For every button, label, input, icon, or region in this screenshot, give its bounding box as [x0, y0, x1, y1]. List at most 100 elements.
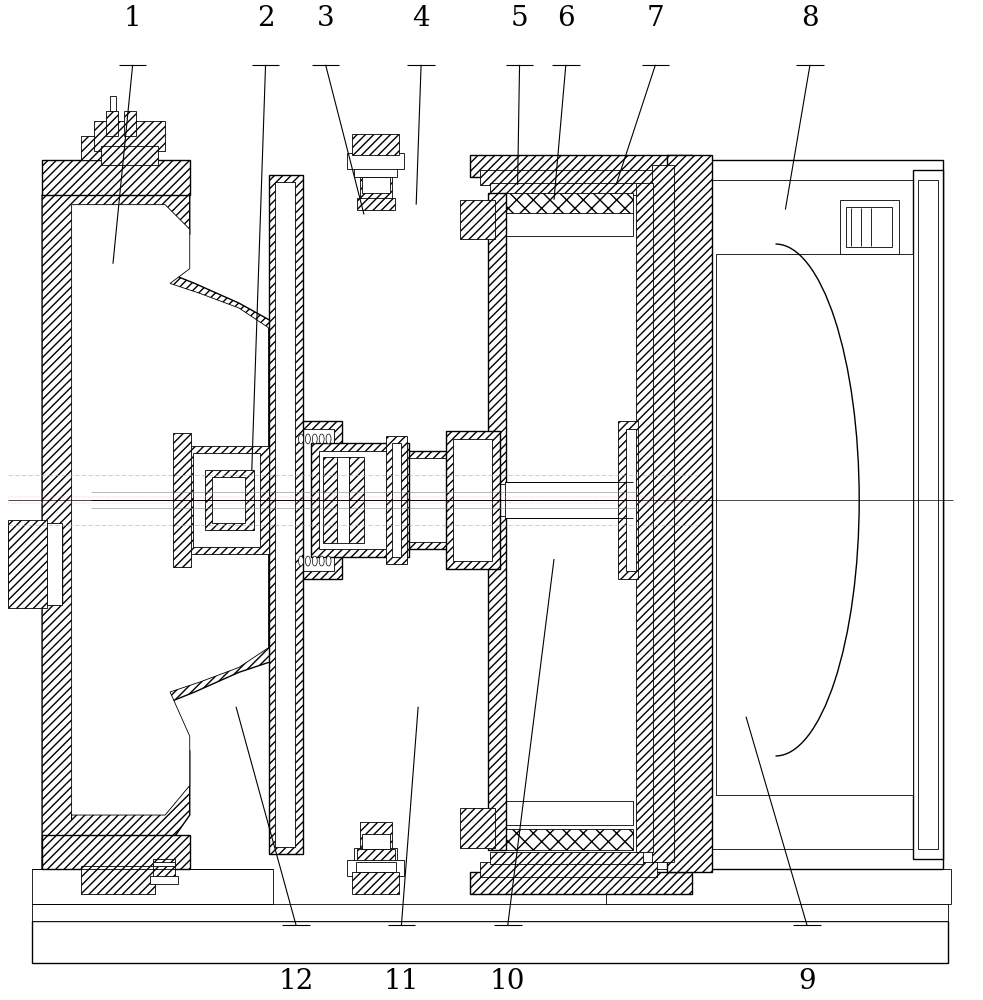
Bar	[153, 862, 175, 866]
Bar	[150, 876, 178, 884]
Bar	[846, 207, 892, 247]
Bar	[288, 421, 342, 579]
Text: 3: 3	[317, 5, 334, 32]
Bar	[91, 484, 638, 516]
Bar	[618, 421, 638, 579]
Bar	[356, 862, 395, 872]
Bar	[32, 904, 948, 921]
Bar	[490, 829, 633, 850]
Bar	[490, 183, 643, 195]
Bar	[101, 146, 158, 165]
Bar	[445, 431, 500, 569]
Bar	[124, 111, 136, 136]
Bar	[173, 433, 191, 567]
Bar	[337, 457, 349, 543]
Text: 12: 12	[278, 968, 314, 995]
Bar	[913, 170, 943, 859]
Bar	[275, 182, 295, 847]
Bar	[347, 860, 404, 876]
Text: 5: 5	[511, 5, 529, 32]
Bar	[667, 155, 712, 872]
Bar	[268, 175, 303, 854]
Bar	[636, 183, 654, 852]
Bar	[452, 439, 492, 561]
Bar	[470, 155, 692, 177]
Bar	[354, 848, 397, 861]
Ellipse shape	[299, 434, 304, 444]
Bar	[32, 869, 273, 904]
Ellipse shape	[313, 556, 318, 566]
Bar	[82, 866, 155, 894]
Polygon shape	[42, 160, 283, 894]
Bar	[607, 869, 951, 904]
Bar	[153, 859, 175, 879]
Bar	[357, 849, 394, 861]
Bar	[82, 136, 155, 160]
Ellipse shape	[306, 556, 311, 566]
Polygon shape	[72, 205, 268, 820]
Ellipse shape	[319, 434, 324, 444]
Bar	[8, 520, 47, 608]
Text: 11: 11	[383, 968, 419, 995]
Bar	[318, 451, 401, 549]
Bar	[360, 822, 391, 849]
Bar	[385, 436, 407, 564]
Bar	[212, 477, 245, 523]
Bar	[401, 451, 480, 549]
Bar	[717, 254, 913, 795]
Text: 1: 1	[124, 5, 142, 32]
Bar	[94, 121, 165, 151]
Bar	[347, 153, 404, 169]
Bar	[349, 457, 364, 543]
Bar	[295, 429, 334, 571]
Bar	[360, 177, 391, 205]
Bar	[839, 200, 898, 254]
Ellipse shape	[313, 434, 318, 444]
Bar	[8, 534, 62, 594]
Text: 7: 7	[647, 5, 665, 32]
Bar	[697, 160, 943, 869]
Bar	[47, 523, 62, 605]
Text: 2: 2	[257, 5, 274, 32]
Text: 10: 10	[490, 968, 526, 995]
Ellipse shape	[319, 556, 324, 566]
Bar	[480, 862, 658, 877]
Bar	[352, 134, 399, 155]
Text: 6: 6	[557, 5, 575, 32]
Bar	[32, 921, 948, 963]
Bar	[322, 457, 337, 543]
Bar	[354, 163, 397, 177]
Bar	[42, 160, 190, 195]
Bar	[193, 453, 260, 547]
Text: 9: 9	[798, 968, 816, 995]
Bar	[42, 835, 190, 869]
Bar	[505, 482, 633, 518]
Bar	[488, 193, 506, 850]
Bar	[490, 852, 643, 864]
Bar	[391, 443, 401, 557]
Bar	[460, 808, 495, 848]
Bar	[352, 872, 399, 894]
Bar	[460, 200, 495, 239]
Bar	[110, 96, 116, 111]
Bar	[409, 458, 472, 542]
Text: 8: 8	[801, 5, 819, 32]
Bar	[311, 443, 409, 557]
Bar	[490, 213, 633, 236]
Bar	[697, 180, 943, 849]
Text: 4: 4	[412, 5, 430, 32]
Bar	[470, 872, 692, 894]
Ellipse shape	[326, 434, 331, 444]
Bar	[204, 470, 254, 530]
Bar	[490, 193, 633, 214]
Bar	[362, 177, 389, 193]
Ellipse shape	[306, 434, 311, 444]
Bar	[626, 429, 636, 571]
Bar	[362, 834, 389, 849]
Bar	[480, 170, 658, 185]
Bar	[185, 446, 268, 554]
Bar	[8, 525, 62, 603]
Bar	[357, 198, 394, 210]
Ellipse shape	[326, 556, 331, 566]
Bar	[490, 801, 633, 825]
